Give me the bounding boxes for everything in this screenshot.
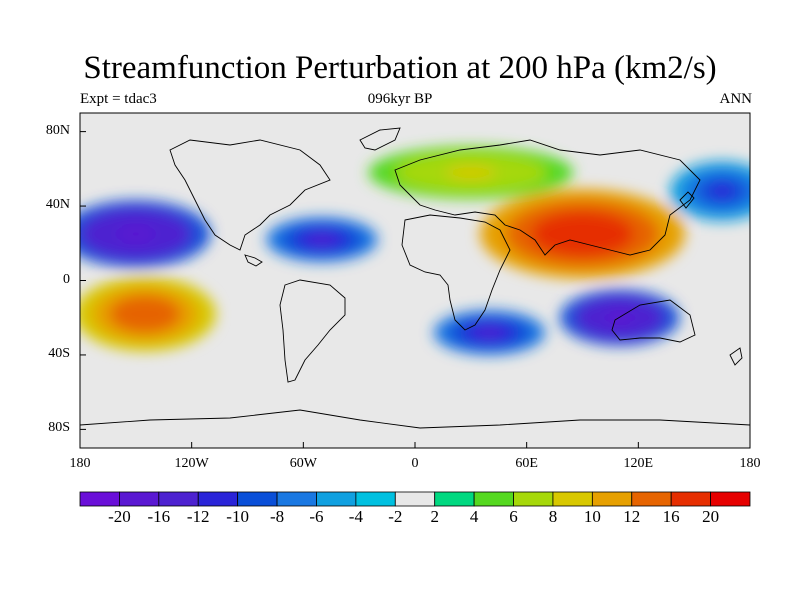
colorbar-box	[552, 491, 593, 507]
colorbar-box	[197, 491, 239, 507]
anomaly-6-level-3	[307, 233, 336, 246]
colorbar-box	[591, 491, 633, 507]
colorbar-label: 8	[548, 507, 558, 526]
colorbar-box	[355, 491, 396, 507]
colorbar-label: -8	[269, 507, 285, 526]
colorbar-box	[158, 491, 199, 507]
colorbar-label: 10	[583, 507, 601, 526]
colorbar-box	[316, 491, 357, 507]
x-tick-label: 120E	[623, 456, 654, 471]
colorbar-box	[473, 491, 514, 507]
x-tick-label: 120W	[174, 456, 209, 471]
contour-fields	[80, 146, 750, 355]
colorbar-label: 2	[430, 507, 439, 526]
colorbar-label: -12	[186, 507, 210, 526]
anomaly-4-level-3	[475, 327, 504, 339]
colorbar-label: -4	[348, 507, 363, 526]
anomaly-2-level-3	[127, 304, 163, 324]
colorbar-label: 6	[509, 507, 518, 526]
y-tick-label: 80S	[48, 420, 70, 436]
colorbar-box	[119, 491, 160, 507]
anomaly-7-level-3	[709, 183, 736, 199]
y-tick-label: 40N	[45, 197, 70, 213]
period-label: 096kyr BP	[367, 91, 433, 107]
anomaly-1-level-3	[445, 166, 497, 180]
colorbar-box	[710, 491, 751, 507]
experiment-label: Expt = tdac3	[80, 91, 157, 107]
colorbar-box	[631, 491, 672, 507]
colorbar-label: 16	[662, 507, 680, 526]
colorbar-label: 12	[623, 507, 641, 526]
colorbar-label: 20	[702, 507, 720, 526]
colorbar-box	[394, 491, 436, 507]
x-tick-label: 180	[69, 456, 91, 471]
y-tick-label: 0	[63, 271, 70, 287]
colorbar-box	[79, 491, 120, 507]
season-label: ANN	[719, 91, 753, 107]
anomaly-0-level-3	[556, 222, 609, 246]
colorbar-label: -16	[147, 507, 171, 526]
colorbar-box	[513, 491, 554, 507]
colorbar-box	[237, 491, 278, 507]
colorbar-label: -10	[226, 507, 249, 526]
colorbar-label: -6	[309, 507, 324, 526]
x-tick-label: 60E	[515, 456, 538, 471]
colorbar-label: -2	[388, 507, 403, 526]
anomaly-3-level-3	[604, 310, 635, 325]
colorbar-label: -20	[108, 507, 131, 526]
y-tick-label: 80N	[45, 122, 70, 138]
colorbar-box	[434, 491, 475, 507]
x-tick-label: 60W	[289, 456, 317, 471]
x-tick-label: 180	[739, 456, 761, 471]
colorbar-box	[276, 491, 317, 507]
chart-title: Streamfunction Perturbation at 200 hPa (…	[83, 50, 717, 86]
colorbar-label: 4	[469, 507, 479, 526]
anomaly-5-level-3	[117, 225, 155, 243]
axis-ticks	[79, 131, 751, 448]
colorbar-box	[670, 491, 711, 507]
colorbar	[79, 491, 751, 507]
x-tick-label: 0	[411, 456, 419, 471]
y-tick-label: 40S	[48, 345, 70, 361]
coastlines	[80, 127, 750, 429]
